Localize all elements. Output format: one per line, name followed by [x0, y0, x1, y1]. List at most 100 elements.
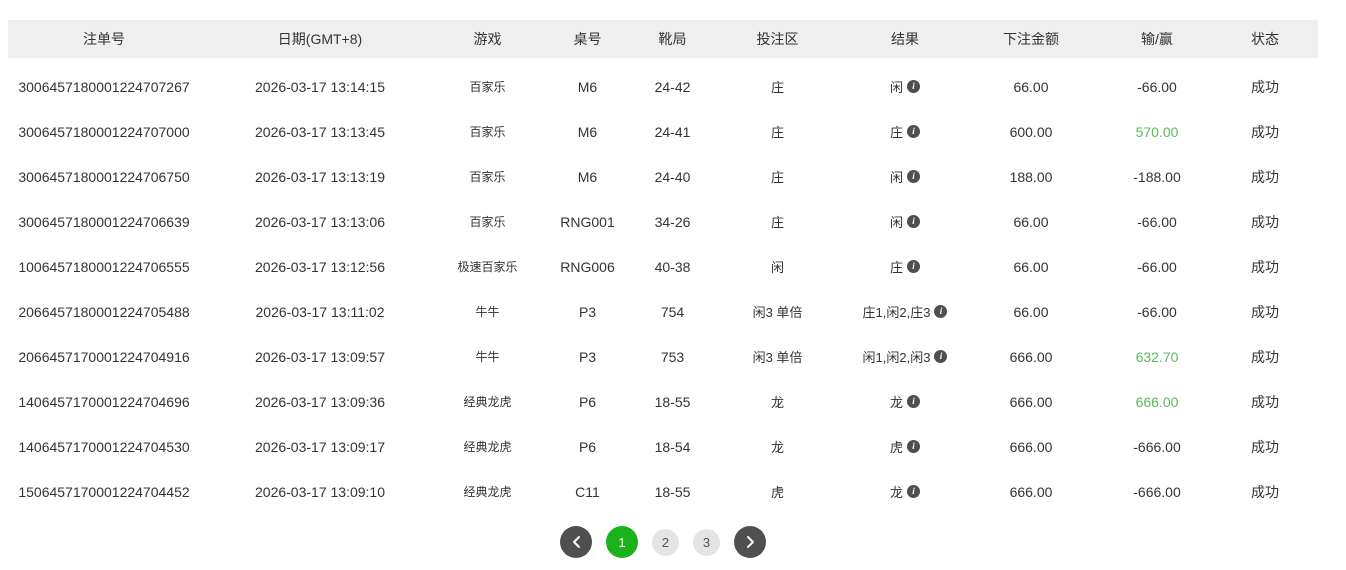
shoe-round-cell: 24-42	[654, 78, 691, 95]
win-loss-cell: -666.00	[1133, 438, 1181, 455]
result-text: 庄	[889, 260, 903, 275]
table-row: 1006457180001224706555 2026-03-17 13:12:5…	[8, 244, 1318, 289]
info-icon[interactable]: i	[907, 170, 920, 183]
result-cell: 闲1,闲2,闲3 i	[850, 334, 960, 379]
column-header: 投注区	[756, 31, 799, 47]
page-button-2[interactable]: 2	[652, 528, 679, 556]
bet-id-cell: 3006457180001224707000	[18, 123, 190, 140]
bet-amount-cell: 600.00	[1009, 123, 1053, 140]
column-header: 输/赢	[1141, 31, 1173, 47]
table-row: 3006457180001224706639 2026-03-17 13:13:0…	[8, 199, 1318, 244]
column-header: 结果	[891, 31, 919, 47]
game-name-cell: 百家乐	[469, 80, 506, 94]
chevron-left-icon	[572, 536, 580, 548]
win-loss-cell: 570.00	[1135, 123, 1179, 140]
result-text: 庄1,闲2,庄3	[862, 305, 931, 320]
info-icon[interactable]: i	[907, 260, 920, 273]
bet-amount-cell: 666.00	[1009, 348, 1053, 365]
game-name-cell: 经典龙虎	[463, 485, 512, 499]
shoe-round-cell: 754	[660, 303, 685, 320]
page-button-3[interactable]: 3	[693, 528, 720, 556]
table-row: 2066457180001224705488 2026-03-17 13:11:0…	[8, 289, 1318, 334]
bet-id-cell: 2066457170001224704916	[18, 348, 190, 365]
info-icon[interactable]: i	[907, 485, 920, 498]
info-icon[interactable]: i	[907, 215, 920, 228]
table-number-cell: M6	[577, 123, 598, 140]
info-icon[interactable]: i	[934, 350, 948, 363]
table-row: 1406457170001224704696 2026-03-17 13:09:3…	[8, 379, 1318, 424]
win-loss-cell: 666.00	[1135, 393, 1179, 410]
result-cell: 庄1,闲2,庄3 i	[850, 289, 960, 334]
info-icon[interactable]: i	[907, 395, 920, 408]
game-name-cell: 牛牛	[475, 305, 500, 319]
bet-amount-cell: 66.00	[1013, 213, 1049, 230]
result-text: 闲	[889, 80, 903, 95]
bet-date-cell: 2026-03-17 13:13:45	[255, 123, 385, 140]
shoe-round-cell: 18-55	[654, 483, 691, 500]
bet-date-cell: 2026-03-17 13:14:15	[255, 78, 385, 95]
shoe-round-cell: 18-55	[654, 393, 691, 410]
win-loss-cell: -188.00	[1133, 168, 1181, 185]
result-text: 闲1,闲2,闲3	[862, 350, 931, 365]
win-loss-cell: 632.70	[1135, 348, 1179, 365]
result-text: 闲	[889, 215, 903, 230]
bet-zone-cell: 龙	[770, 440, 784, 455]
bet-zone-cell: 闲3 单倍	[752, 305, 803, 320]
shoe-round-cell: 753	[660, 348, 685, 365]
win-loss-cell: -66.00	[1137, 78, 1177, 95]
shoe-round-cell: 24-40	[654, 168, 691, 185]
result-text: 庄	[889, 125, 903, 140]
bet-history-table: 注单号 日期(GMT+8) 游戏 桌号 靴局 投注区 结果 下注金额 输/赢 状态 3006457…	[8, 20, 1318, 514]
shoe-round-cell: 24-41	[654, 123, 691, 140]
result-text: 龙	[889, 485, 903, 500]
column-header: 日期(GMT+8)	[277, 31, 363, 47]
game-name-cell: 百家乐	[469, 125, 506, 139]
page-button-1[interactable]: 1	[606, 526, 638, 558]
bet-table-body: 3006457180001224707267 2026-03-17 13:14:1…	[8, 58, 1318, 514]
result-text: 虎	[889, 440, 903, 455]
table-row: 1406457170001224704530 2026-03-17 13:09:1…	[8, 424, 1318, 469]
info-icon[interactable]: i	[907, 80, 920, 93]
table-header: 注单号 日期(GMT+8) 游戏 桌号 靴局 投注区 结果 下注金额 输/赢 状态	[8, 20, 1318, 58]
status-cell: 成功	[1251, 258, 1279, 275]
info-icon[interactable]: i	[907, 125, 920, 138]
bet-amount-cell: 66.00	[1013, 303, 1049, 320]
shoe-round-cell: 18-54	[654, 438, 691, 455]
bet-date-cell: 2026-03-17 13:12:56	[255, 258, 385, 275]
bet-id-cell: 1506457170001224704452	[18, 483, 190, 500]
status-cell: 成功	[1251, 78, 1279, 95]
bet-zone-cell: 闲3 单倍	[752, 350, 803, 365]
shoe-round-cell: 34-26	[654, 213, 691, 230]
chevron-right-icon	[746, 536, 754, 548]
game-name-cell: 牛牛	[475, 350, 500, 364]
table-number-cell: M6	[577, 168, 598, 185]
table-row: 3006457180001224707267 2026-03-17 13:14:1…	[8, 64, 1318, 109]
table-number-cell: C11	[575, 483, 600, 500]
table-number-cell: P3	[578, 303, 597, 320]
table-number-cell: P3	[578, 348, 597, 365]
bet-amount-cell: 188.00	[1009, 168, 1053, 185]
table-number-cell: RNG006	[560, 258, 615, 275]
bet-date-cell: 2026-03-17 13:09:36	[255, 393, 385, 410]
game-name-cell: 经典龙虎	[463, 440, 512, 454]
bet-date-cell: 2026-03-17 13:09:17	[255, 438, 385, 455]
next-page-button[interactable]	[734, 526, 766, 558]
table-number-cell: M6	[577, 78, 598, 95]
info-icon[interactable]: i	[907, 440, 920, 453]
table-header-row: 注单号 日期(GMT+8) 游戏 桌号 靴局 投注区 结果 下注金额 输/赢 状态	[8, 20, 1318, 58]
bet-date-cell: 2026-03-17 13:11:02	[255, 303, 385, 320]
game-name-cell: 极速百家乐	[457, 260, 518, 274]
bet-id-cell: 1406457170001224704530	[18, 438, 190, 455]
info-icon[interactable]: i	[934, 305, 948, 318]
bet-zone-cell: 庄	[770, 125, 784, 140]
status-cell: 成功	[1251, 213, 1279, 230]
game-name-cell: 百家乐	[469, 170, 506, 184]
prev-page-button[interactable]	[560, 526, 592, 558]
status-cell: 成功	[1251, 123, 1279, 140]
bet-amount-cell: 66.00	[1013, 258, 1049, 275]
bet-amount-cell: 666.00	[1009, 438, 1053, 455]
